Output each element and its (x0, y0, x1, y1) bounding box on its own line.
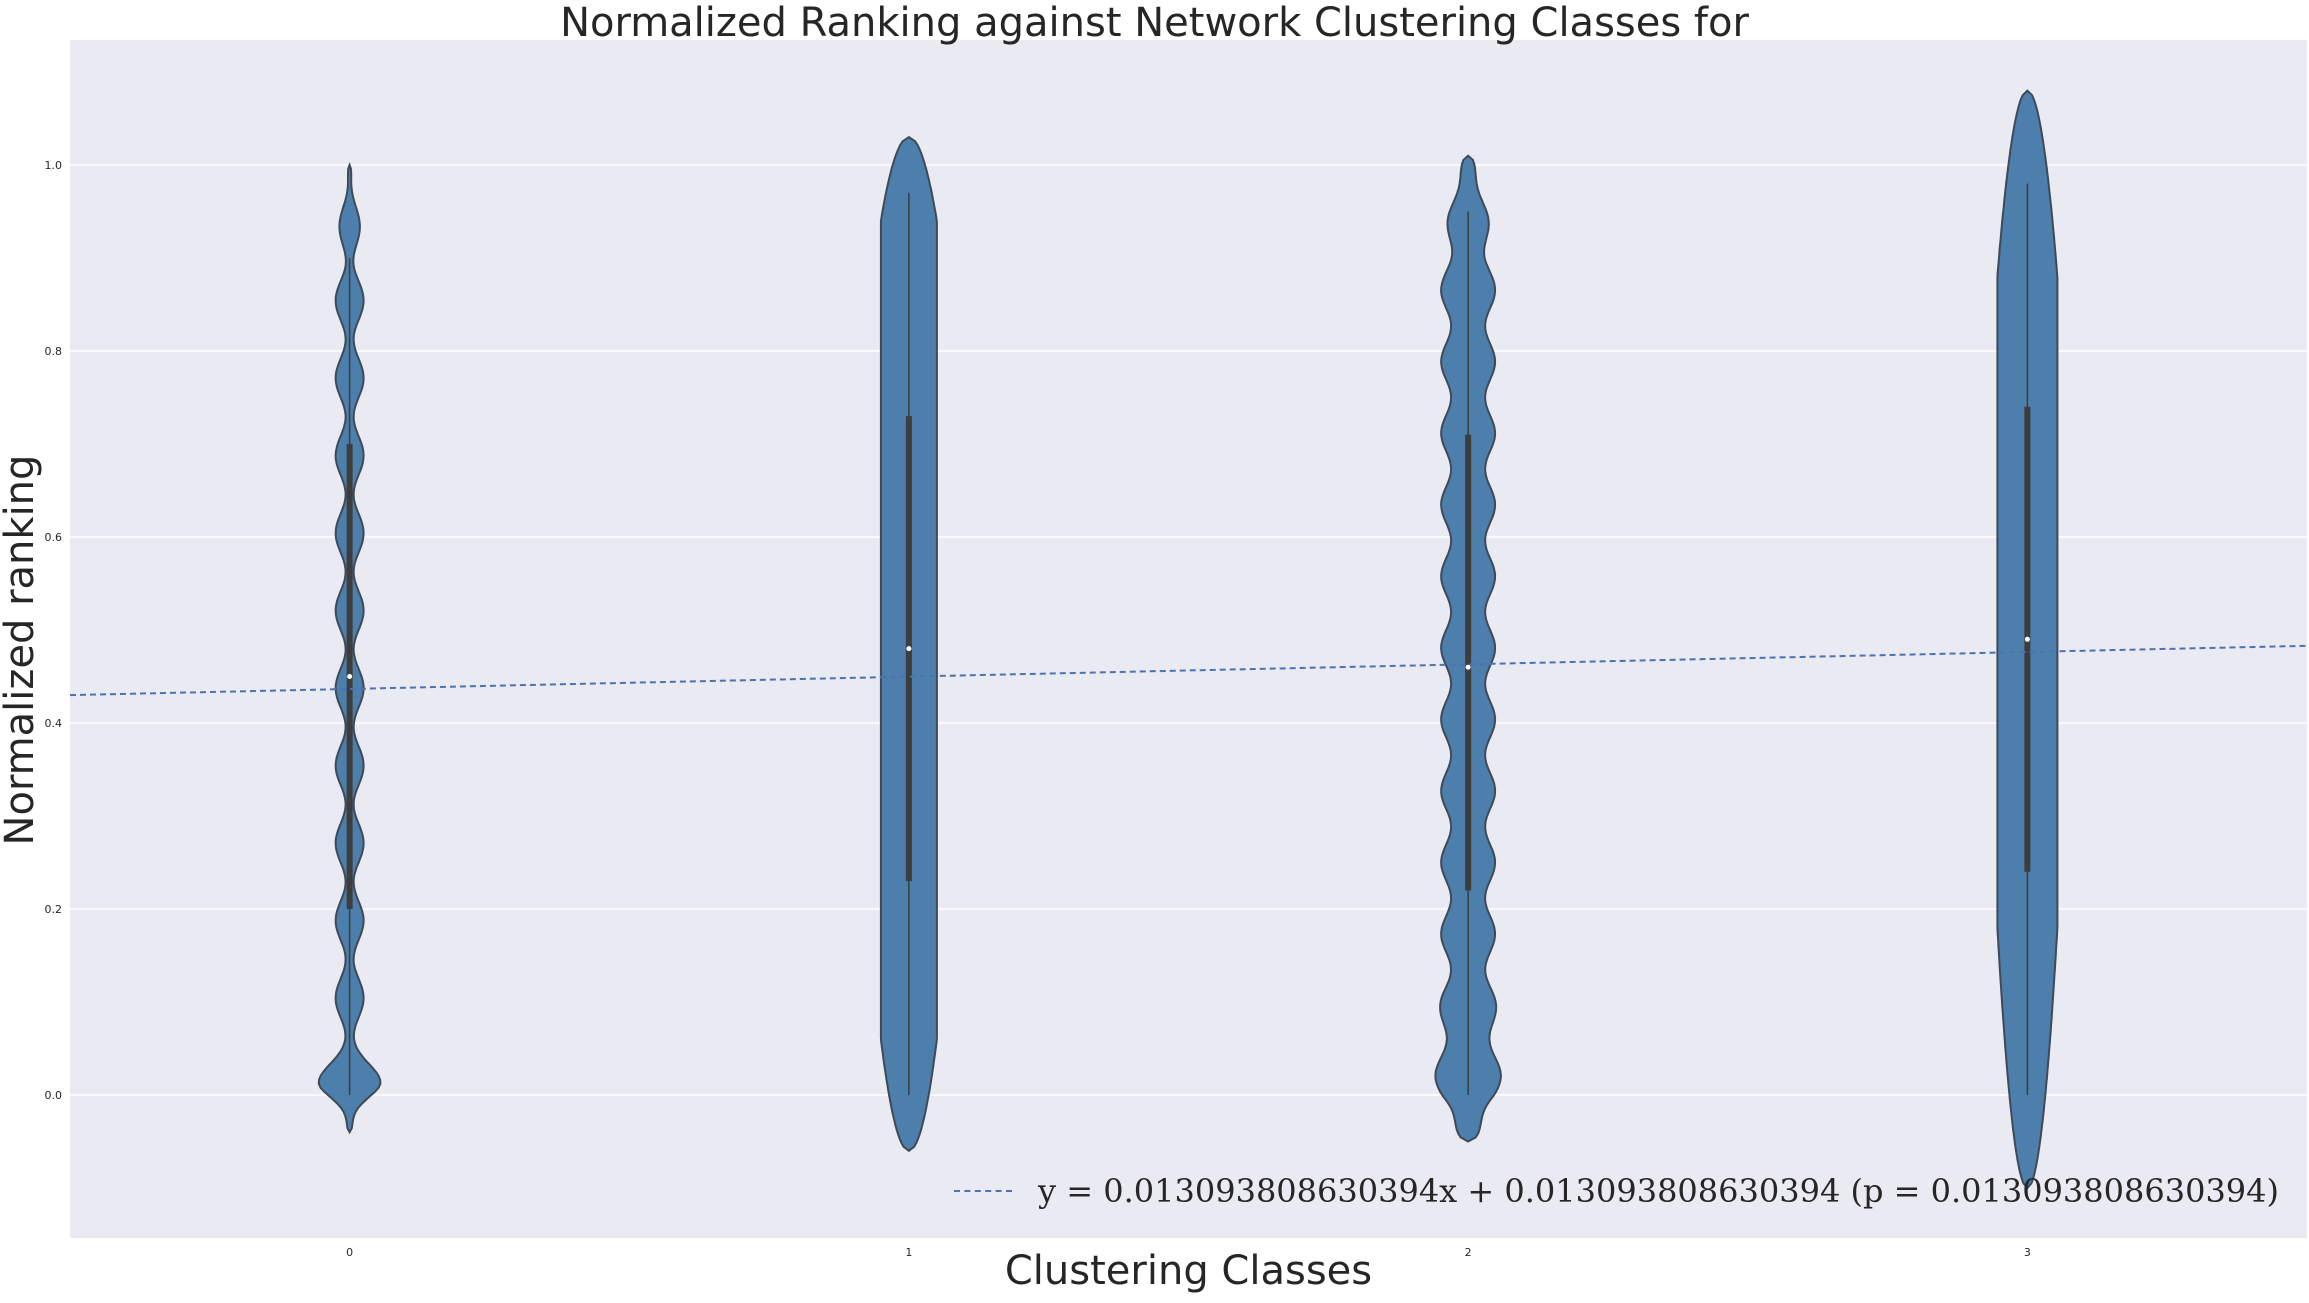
violin-median-point (2024, 636, 2030, 642)
y-axis-label: Normalized ranking (0, 454, 43, 846)
x-tick-label: 0 (346, 1246, 353, 1259)
y-tick-label: 0.2 (45, 903, 63, 916)
plot-background (70, 40, 2307, 1238)
regression-line (69, 644, 2308, 697)
chart-title: Normalized Ranking against Network Clust… (560, 0, 1749, 46)
y-tick-label: 0.6 (45, 531, 63, 544)
violin-median-point (906, 646, 912, 652)
legend: y = 0.013093808630394x + 0.0130938086303… (954, 1172, 2279, 1210)
gridlines (70, 164, 2307, 1096)
x-axis-label: Clustering Classes (1004, 1248, 1373, 1294)
violin-median-point (1465, 664, 1471, 670)
tick-labels: 0.0 0.2 0.4 0.6 0.8 1.0 0 1 2 3 (45, 159, 2031, 1259)
x-tick-label: 1 (905, 1246, 912, 1259)
y-tick-label: 0.4 (45, 717, 63, 730)
x-tick-label: 2 (1465, 1246, 1472, 1259)
violin-median-point (347, 674, 353, 679)
y-tick-label: 0.0 (45, 1089, 63, 1102)
violins (317, 89, 2059, 1190)
y-tick-label: 0.8 (45, 345, 63, 358)
x-tick-label: 3 (2024, 1246, 2031, 1259)
y-tick-label: 1.0 (45, 159, 63, 172)
legend-dashed-line-swatch (954, 1190, 1013, 1192)
legend-label: y = 0.013093808630394x + 0.0130938086303… (1038, 1172, 2279, 1210)
